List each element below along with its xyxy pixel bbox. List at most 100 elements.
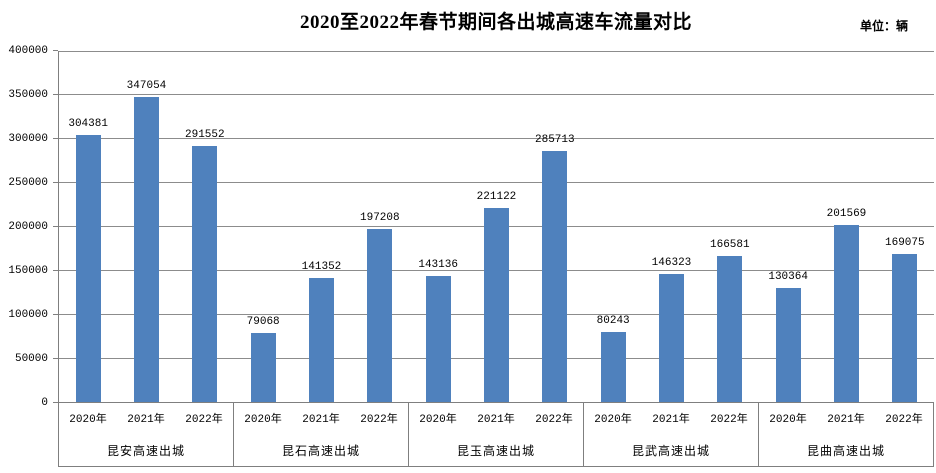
y-tick-mark <box>53 402 58 403</box>
bar-value-label: 197208 <box>360 211 400 224</box>
bar: 221122 <box>477 191 516 402</box>
bar-value-label: 79068 <box>246 315 280 328</box>
bar-value-label: 143136 <box>418 259 458 272</box>
y-tick-mark <box>53 94 58 95</box>
x-year-label: 2022年 <box>535 414 573 426</box>
x-year-label: 2020年 <box>244 414 282 426</box>
bar: 79068 <box>247 316 280 402</box>
bar-slot: 197208 <box>351 51 409 402</box>
x-axis-group-cell: 2020年 2021年 2022年昆安高速出城 <box>58 402 233 466</box>
y-tick-label: 100000 <box>8 309 48 321</box>
bar-group: 79068 141352 197208 <box>234 51 409 402</box>
bar: 141352 <box>302 261 341 402</box>
bar-value-label: 347054 <box>126 80 167 93</box>
bar: 166581 <box>710 239 750 402</box>
x-year-label: 2021年 <box>827 414 865 426</box>
bar-slot: 130364 <box>759 51 817 402</box>
bar-value-label: 141352 <box>301 260 342 273</box>
x-axis-group-cell: 2020年 2021年 2022年昆玉高速出城 <box>408 402 583 466</box>
x-axis-group-cell: 2020年 2021年 2022年昆武高速出城 <box>583 402 758 466</box>
bar-slot: 141352 <box>292 51 350 402</box>
x-year-row: 2020年 2021年 2022年 <box>59 402 233 434</box>
bar-value-label: 80243 <box>596 314 630 327</box>
bar-value-label: 166581 <box>710 238 750 251</box>
gridline <box>59 50 934 52</box>
bar: 130364 <box>768 271 808 402</box>
bar-slot: 146323 <box>642 51 700 402</box>
y-tick-label: 200000 <box>8 221 48 233</box>
y-tick-label: 400000 <box>8 45 48 57</box>
x-group-label: 昆玉高速出城 <box>456 443 535 458</box>
bar: 304381 <box>68 118 108 402</box>
bar-slot: 79068 <box>234 51 292 402</box>
y-tick-label: 350000 <box>8 89 48 101</box>
x-year-label: 2022年 <box>710 414 748 426</box>
chart-title: 2020至2022年春节期间各出城高速车流量对比 <box>299 12 692 33</box>
x-group-label: 昆武高速出城 <box>631 443 710 458</box>
x-year-label: 2021年 <box>127 414 165 426</box>
bar: 197208 <box>360 212 400 402</box>
y-tick-mark <box>53 270 58 271</box>
bar-slot: 285713 <box>526 51 584 402</box>
bar-value-label: 201569 <box>826 208 867 221</box>
bar-slot: 347054 <box>117 51 175 402</box>
unit-label: 单位：辆 <box>859 19 908 33</box>
x-year-label: 2020年 <box>594 414 632 426</box>
x-year-row: 2020年 2021年 2022年 <box>584 402 758 434</box>
x-year-label: 2020年 <box>769 414 807 426</box>
plot-area: 304381 347054 291552 79068 141352 197208 14313… <box>58 50 934 403</box>
bar-slot: 166581 <box>701 51 759 402</box>
x-year-label: 2020年 <box>419 414 457 426</box>
y-tick-mark <box>53 358 58 359</box>
bar-slot: 304381 <box>59 51 117 402</box>
x-year-label: 2021年 <box>652 414 690 426</box>
gridline <box>59 138 934 140</box>
x-year-label: 2022年 <box>885 414 923 426</box>
bar-slot: 201569 <box>817 51 875 402</box>
bar: 169075 <box>885 237 925 402</box>
x-group-label: 昆石高速出城 <box>281 443 360 458</box>
y-tick-label: 250000 <box>8 177 48 189</box>
bar-value-label: 169075 <box>885 236 925 249</box>
bar: 146323 <box>652 257 691 402</box>
bars-container: 304381 347054 291552 79068 141352 197208 14313… <box>59 51 934 402</box>
y-tick-label: 300000 <box>8 133 48 145</box>
x-year-label: 2021年 <box>302 414 340 426</box>
x-group-label: 昆安高速出城 <box>106 443 185 458</box>
bar-value-label: 304381 <box>68 117 108 130</box>
bar-slot: 221122 <box>467 51 525 402</box>
bar-value-label: 146323 <box>651 256 692 269</box>
bar: 347054 <box>127 80 166 402</box>
bar: 291552 <box>185 129 225 402</box>
y-tick-label: 150000 <box>8 265 48 277</box>
bar-value-label: 221122 <box>476 190 517 203</box>
x-year-row: 2020年 2021年 2022年 <box>409 402 583 434</box>
y-tick-mark <box>53 138 58 139</box>
bar-value-label: 291552 <box>185 129 225 142</box>
y-axis: 0 50000 100000 150000 200000 250000 300000 3500… <box>0 45 58 409</box>
x-axis-group-cell: 2020年 2021年 2022年昆曲高速出城 <box>758 402 933 466</box>
y-tick-mark <box>53 182 58 183</box>
bar-value-label: 285713 <box>535 134 575 147</box>
x-group-label: 昆曲高速出城 <box>806 443 885 458</box>
x-year-label: 2021年 <box>477 414 515 426</box>
bar: 201569 <box>827 208 866 402</box>
y-tick-label: 50000 <box>14 353 48 365</box>
bar-slot: 291552 <box>176 51 234 402</box>
bar: 80243 <box>597 315 630 402</box>
y-tick-label: 0 <box>41 397 48 409</box>
x-year-label: 2022年 <box>185 414 223 426</box>
bar-group: 80243 146323 166581 <box>584 51 759 402</box>
x-year-row: 2020年 2021年 2022年 <box>234 402 408 434</box>
gridline <box>59 94 934 96</box>
y-tick-mark <box>53 314 58 315</box>
x-axis-group-cell: 2020年 2021年 2022年昆石高速出城 <box>233 402 408 466</box>
bar-slot: 169075 <box>876 51 934 402</box>
x-year-label: 2022年 <box>360 414 398 426</box>
bar-group: 143136 221122 285713 <box>409 51 584 402</box>
x-axis-table: 2020年 2021年 2022年昆安高速出城 2020年 2021年 2022年昆石高速… <box>58 402 934 467</box>
x-year-label: 2020年 <box>69 414 107 426</box>
gridline <box>59 182 934 184</box>
x-year-row: 2020年 2021年 2022年 <box>759 402 933 434</box>
